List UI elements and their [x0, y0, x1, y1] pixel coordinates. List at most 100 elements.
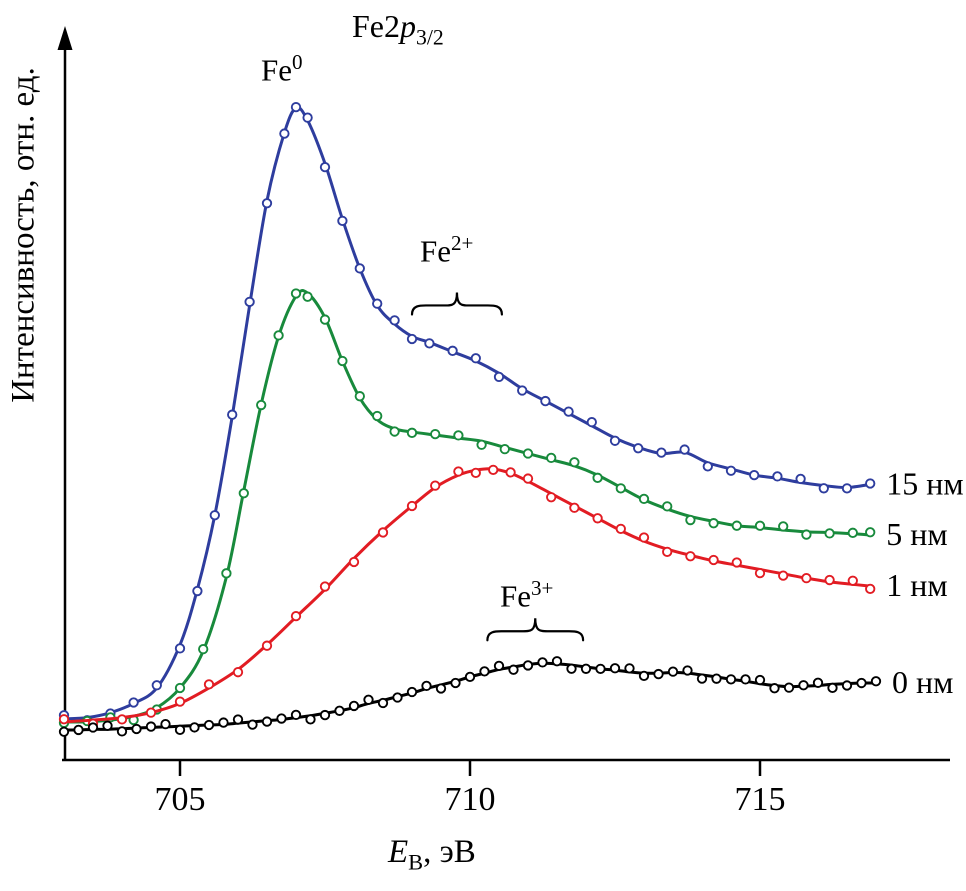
data-point — [679, 444, 690, 455]
data-point — [638, 670, 650, 682]
data-point — [430, 428, 441, 440]
x-tick-label: 715 — [735, 781, 786, 818]
data-point — [58, 726, 70, 737]
data-point — [406, 427, 418, 438]
data-point — [227, 409, 238, 420]
data-point — [847, 575, 858, 586]
data-point — [778, 570, 789, 581]
data-point — [827, 682, 838, 694]
data-point — [740, 674, 751, 685]
data-point — [450, 677, 461, 689]
data-point — [537, 657, 548, 668]
data-point — [363, 694, 374, 705]
data-point — [189, 722, 200, 733]
x-axis-units: , эВ — [423, 834, 476, 870]
data-point — [798, 680, 809, 691]
data-point — [337, 355, 348, 367]
data-point — [818, 483, 829, 494]
data-point — [711, 673, 722, 684]
data-point — [801, 529, 812, 540]
data-point — [653, 668, 664, 680]
fe0-peak-label: Fe0 — [261, 50, 303, 88]
data-point — [595, 663, 606, 675]
data-point — [334, 705, 345, 716]
data-point — [592, 472, 603, 483]
data-point — [841, 680, 853, 691]
data-point — [731, 557, 742, 568]
data-point — [662, 546, 673, 558]
data-point — [319, 161, 331, 173]
data-point — [389, 315, 400, 326]
data-point — [499, 443, 510, 455]
data-point — [174, 696, 186, 707]
data-point — [174, 643, 186, 654]
data-point — [772, 471, 783, 482]
data-point — [592, 513, 603, 524]
data-point — [708, 518, 719, 529]
data-point — [290, 709, 302, 721]
data-point — [421, 680, 432, 692]
data-point — [551, 656, 563, 667]
data-point — [218, 717, 229, 728]
data-point — [508, 664, 519, 675]
title-base: Fe2 — [352, 8, 400, 44]
data-point — [615, 483, 626, 494]
series-1-нм: 1 нм — [58, 464, 948, 729]
data-point — [580, 663, 592, 674]
data-point — [731, 520, 742, 531]
data-point — [754, 520, 766, 531]
series-thickness-label: 0 нм — [892, 664, 953, 700]
data-point — [151, 680, 162, 691]
data-point — [488, 464, 499, 475]
title-italic-p: p — [400, 8, 416, 44]
data-point — [708, 554, 719, 566]
data-point — [406, 333, 418, 345]
data-point — [812, 677, 824, 688]
data-point — [354, 391, 365, 402]
data-point — [493, 660, 505, 672]
data-point — [203, 719, 215, 731]
data-point — [261, 198, 273, 209]
data-point — [232, 667, 244, 678]
data-point — [73, 724, 84, 736]
data-point — [302, 112, 313, 123]
data-point — [348, 700, 360, 712]
data-point — [430, 480, 441, 491]
data-point — [540, 395, 551, 407]
data-point — [464, 671, 476, 683]
x-axis-symbol: E — [388, 834, 409, 870]
data-point — [522, 473, 534, 484]
data-point — [192, 585, 203, 597]
data-point — [354, 263, 365, 274]
data-point — [160, 719, 171, 730]
data-point — [131, 723, 142, 735]
data-point — [305, 714, 316, 725]
data-point — [696, 673, 708, 684]
data-point — [667, 666, 679, 677]
series-thickness-label: 5 нм — [886, 516, 947, 552]
data-point — [783, 682, 795, 693]
data-point — [476, 439, 487, 450]
data-point — [493, 371, 505, 383]
data-point — [546, 492, 557, 503]
data-point — [290, 610, 302, 622]
data-point — [638, 532, 650, 543]
data-point — [209, 510, 220, 521]
data-point — [372, 298, 383, 309]
data-point — [102, 720, 113, 731]
range-brace-Fe3+ — [486, 618, 585, 642]
data-point — [116, 714, 128, 725]
x-axis-subscript: В — [408, 849, 424, 875]
data-point — [725, 465, 737, 476]
data-point — [247, 719, 258, 730]
fit-line — [62, 467, 872, 724]
data-point — [662, 501, 673, 512]
data-point — [87, 722, 99, 733]
fit-line — [62, 289, 872, 724]
x-axis-label: EВ, эВ — [388, 834, 476, 876]
data-point — [609, 663, 621, 674]
data-point — [522, 660, 534, 671]
y-axis-label: Интенсивность, отн. ед. — [5, 67, 42, 403]
data-point — [128, 697, 139, 708]
